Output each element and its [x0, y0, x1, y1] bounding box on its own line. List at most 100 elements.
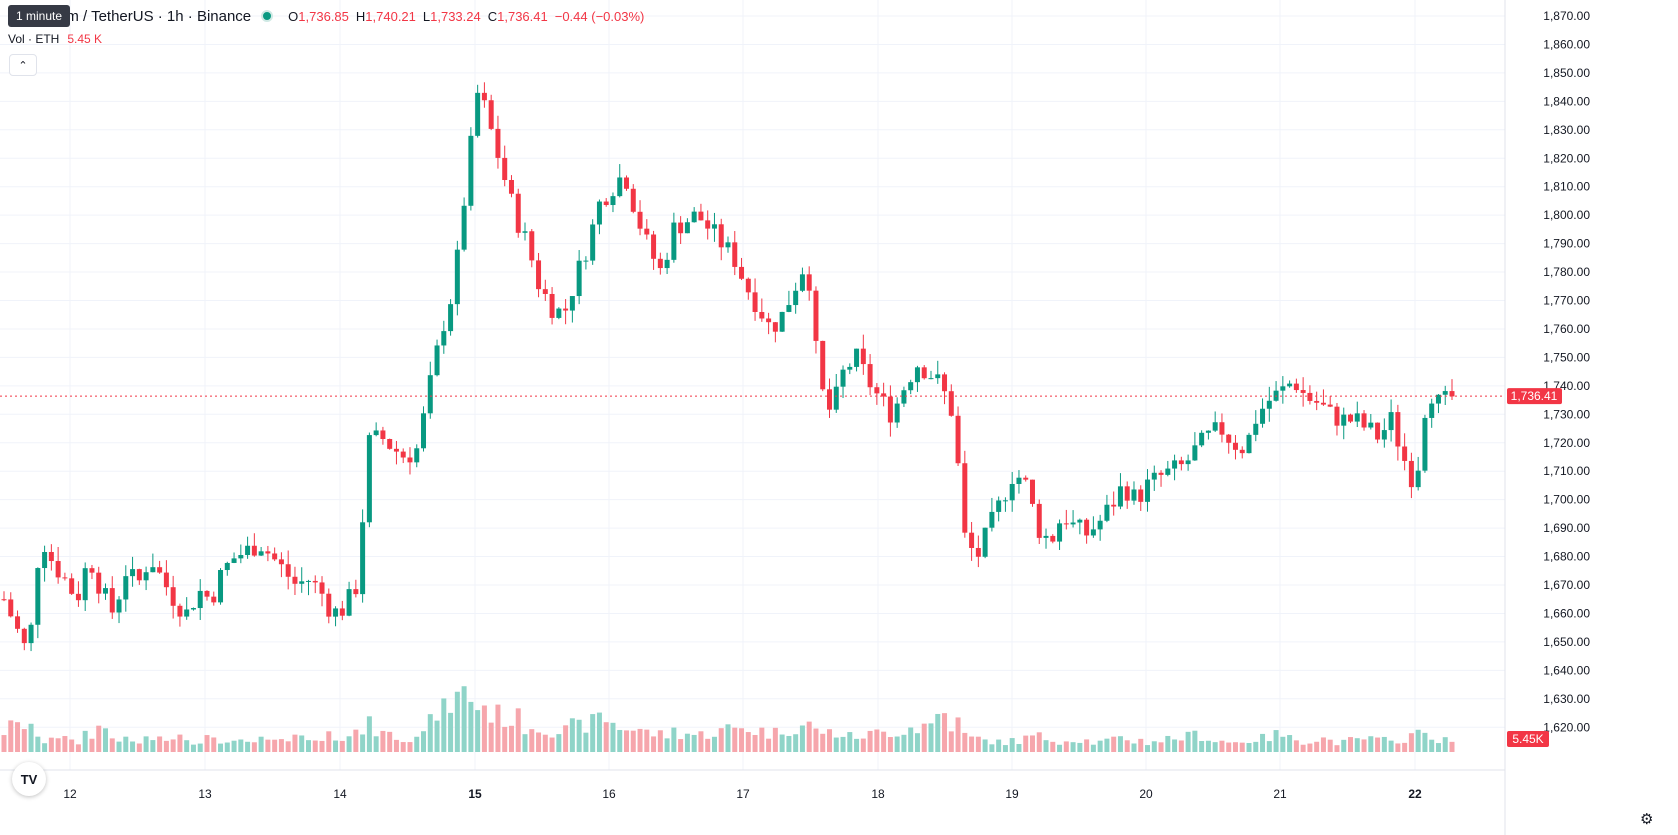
candle-body — [305, 580, 311, 582]
volume-bar — [387, 731, 393, 752]
volume-bar — [529, 729, 535, 752]
candle-body — [218, 570, 224, 603]
candle-body — [651, 234, 657, 259]
gear-icon[interactable]: ⚙ — [1640, 811, 1654, 828]
candle-body — [8, 599, 14, 617]
volume-bar — [759, 727, 765, 752]
candle-body — [583, 260, 589, 262]
price-tick-label: 1,660.00 — [1543, 606, 1590, 620]
volume-bar — [109, 738, 115, 752]
candle-body — [42, 551, 48, 569]
volume-bar — [678, 739, 684, 752]
candle-body — [1435, 394, 1441, 404]
candle-body — [285, 564, 291, 577]
volume-bar — [123, 736, 129, 752]
volume-bar — [82, 730, 88, 752]
volume-bar — [860, 738, 866, 752]
candle-body — [353, 589, 359, 595]
volume-bar — [948, 731, 954, 752]
candle-body — [441, 331, 447, 346]
volume-bar — [380, 730, 386, 752]
volume-bar — [1381, 736, 1387, 752]
volume-bar — [644, 729, 650, 752]
candle-body — [657, 258, 663, 269]
low-value: 1,733.24 — [430, 8, 481, 24]
volume-bar — [630, 730, 636, 752]
candle-body — [96, 572, 102, 594]
candle-body — [319, 582, 325, 594]
candle-body — [1063, 523, 1069, 525]
candle-body — [1050, 535, 1056, 542]
volume-bar — [854, 738, 860, 752]
candle-body — [711, 224, 717, 229]
candle-body — [1361, 413, 1367, 428]
candle-body — [204, 590, 210, 597]
volume-bar — [1172, 739, 1178, 752]
price-tick-label: 1,780.00 — [1543, 265, 1590, 279]
candle-body — [644, 228, 650, 235]
candle-body — [15, 616, 21, 629]
volume-bar — [299, 735, 305, 752]
volume-bar — [901, 734, 907, 752]
volume-bar — [1205, 740, 1211, 752]
volume-bar — [847, 732, 853, 752]
candle-body — [136, 569, 142, 581]
candle-body — [1354, 413, 1360, 422]
volume-bar — [8, 720, 14, 752]
interval-tooltip: 1 minute — [8, 5, 71, 27]
candle-body — [969, 532, 975, 548]
volume-bar — [218, 743, 224, 752]
candle-body — [258, 551, 264, 556]
volume-bar — [684, 733, 690, 752]
candle-body — [1422, 417, 1428, 471]
volume-bar — [515, 708, 521, 752]
volume-bar — [333, 740, 339, 752]
candle-body — [1016, 477, 1022, 484]
candle-body — [752, 292, 758, 312]
candle-body — [387, 439, 393, 449]
candle-body — [366, 435, 372, 523]
price-tick-label: 1,730.00 — [1543, 407, 1590, 421]
volume-bar — [414, 736, 420, 752]
volume-bar — [1131, 743, 1137, 752]
volume-bar — [1036, 732, 1042, 752]
low-label: L — [422, 8, 431, 24]
volume-bar — [969, 736, 975, 752]
collapse-legend-button[interactable]: ⌃ — [9, 54, 37, 76]
candle-body — [1314, 400, 1320, 403]
volume-bar — [955, 717, 961, 752]
volume-bar — [305, 740, 311, 752]
tradingview-logo[interactable]: TV — [12, 762, 46, 796]
candle-body — [123, 576, 129, 600]
volume-bar — [1246, 743, 1252, 752]
candle-body — [454, 249, 460, 305]
volume-bar — [48, 737, 54, 752]
candle-body — [28, 624, 34, 644]
candle-body — [224, 562, 230, 571]
symbol-title[interactable]: um / TetherUS · 1h · Binance — [58, 7, 252, 25]
candle-body — [536, 260, 542, 290]
candle-body — [211, 596, 217, 603]
candle-body — [468, 135, 474, 206]
volume-bar — [799, 725, 805, 752]
volume-bar — [157, 736, 163, 752]
candle-body — [1172, 460, 1178, 469]
candle-body — [339, 608, 345, 616]
candle-body — [448, 304, 454, 332]
volume-bar — [1009, 738, 1015, 752]
candle-body — [333, 608, 339, 617]
candle-body — [928, 378, 934, 380]
open-value: 1,736.85 — [298, 8, 349, 24]
open-label: O — [288, 8, 299, 24]
volume-bar — [1158, 742, 1164, 752]
volume-bar — [921, 723, 927, 752]
time-tick-label: 18 — [871, 787, 885, 801]
volume-bar — [1273, 730, 1279, 752]
candle-body — [82, 568, 88, 601]
candle-body — [1192, 445, 1198, 461]
candle-body — [143, 572, 149, 581]
volume-bar — [874, 729, 880, 752]
candle-body — [197, 590, 203, 609]
market-status-icon[interactable] — [261, 10, 274, 22]
